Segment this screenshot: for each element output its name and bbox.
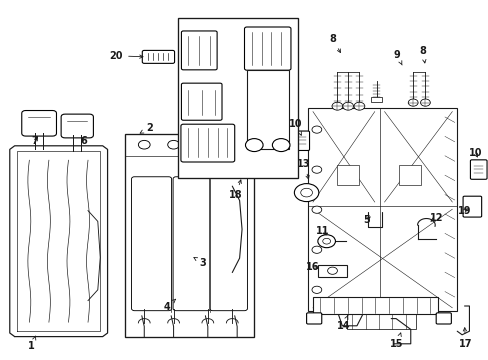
FancyBboxPatch shape — [181, 124, 234, 162]
FancyBboxPatch shape — [435, 313, 450, 324]
FancyBboxPatch shape — [142, 50, 174, 63]
Text: 6: 6 — [81, 136, 87, 147]
FancyBboxPatch shape — [306, 313, 321, 324]
Text: 12: 12 — [428, 213, 442, 223]
Text: 8: 8 — [419, 46, 426, 63]
Text: 13: 13 — [297, 159, 310, 179]
Circle shape — [245, 139, 263, 152]
Text: 10: 10 — [468, 148, 481, 158]
FancyBboxPatch shape — [181, 31, 217, 70]
Circle shape — [342, 102, 353, 110]
Circle shape — [353, 102, 364, 110]
Text: 11: 11 — [315, 226, 329, 236]
Text: 3: 3 — [193, 257, 206, 268]
Circle shape — [407, 99, 417, 106]
FancyBboxPatch shape — [131, 177, 171, 311]
Bar — [246, 70, 288, 149]
Circle shape — [138, 140, 150, 149]
Text: 5: 5 — [363, 215, 369, 225]
Circle shape — [327, 267, 337, 274]
FancyBboxPatch shape — [209, 177, 247, 311]
Bar — [312, 297, 437, 314]
Bar — [307, 108, 456, 311]
Circle shape — [311, 286, 321, 293]
Bar — [124, 134, 254, 337]
Text: 19: 19 — [457, 206, 470, 216]
FancyBboxPatch shape — [181, 83, 222, 120]
Text: 10: 10 — [288, 119, 302, 135]
Text: 14: 14 — [336, 315, 349, 331]
Circle shape — [311, 206, 321, 213]
Text: 4: 4 — [163, 299, 175, 312]
Text: 17: 17 — [458, 328, 471, 349]
Bar — [398, 166, 420, 185]
FancyBboxPatch shape — [469, 160, 486, 179]
Bar — [337, 166, 359, 185]
Text: 15: 15 — [389, 333, 403, 349]
Text: 9: 9 — [393, 50, 401, 65]
Circle shape — [272, 139, 289, 152]
Circle shape — [331, 102, 342, 110]
Circle shape — [167, 140, 179, 149]
Bar — [317, 265, 346, 277]
Circle shape — [311, 166, 321, 173]
FancyBboxPatch shape — [61, 114, 93, 138]
Text: 16: 16 — [305, 262, 319, 272]
Text: 18: 18 — [228, 180, 242, 200]
FancyBboxPatch shape — [22, 111, 57, 136]
Bar — [346, 311, 415, 329]
Circle shape — [322, 238, 330, 244]
Text: 8: 8 — [328, 33, 340, 53]
Circle shape — [420, 99, 429, 106]
Text: 2: 2 — [140, 123, 152, 133]
Circle shape — [317, 235, 335, 248]
Circle shape — [294, 184, 318, 202]
Circle shape — [311, 246, 321, 253]
Circle shape — [311, 126, 321, 133]
Circle shape — [300, 188, 312, 197]
Bar — [178, 18, 298, 178]
Text: 1: 1 — [28, 336, 36, 351]
FancyBboxPatch shape — [244, 27, 290, 70]
Text: 7: 7 — [32, 136, 39, 147]
FancyBboxPatch shape — [292, 131, 309, 150]
FancyBboxPatch shape — [173, 177, 210, 311]
Bar — [370, 97, 382, 102]
FancyBboxPatch shape — [462, 196, 481, 217]
Text: 20: 20 — [109, 51, 142, 61]
